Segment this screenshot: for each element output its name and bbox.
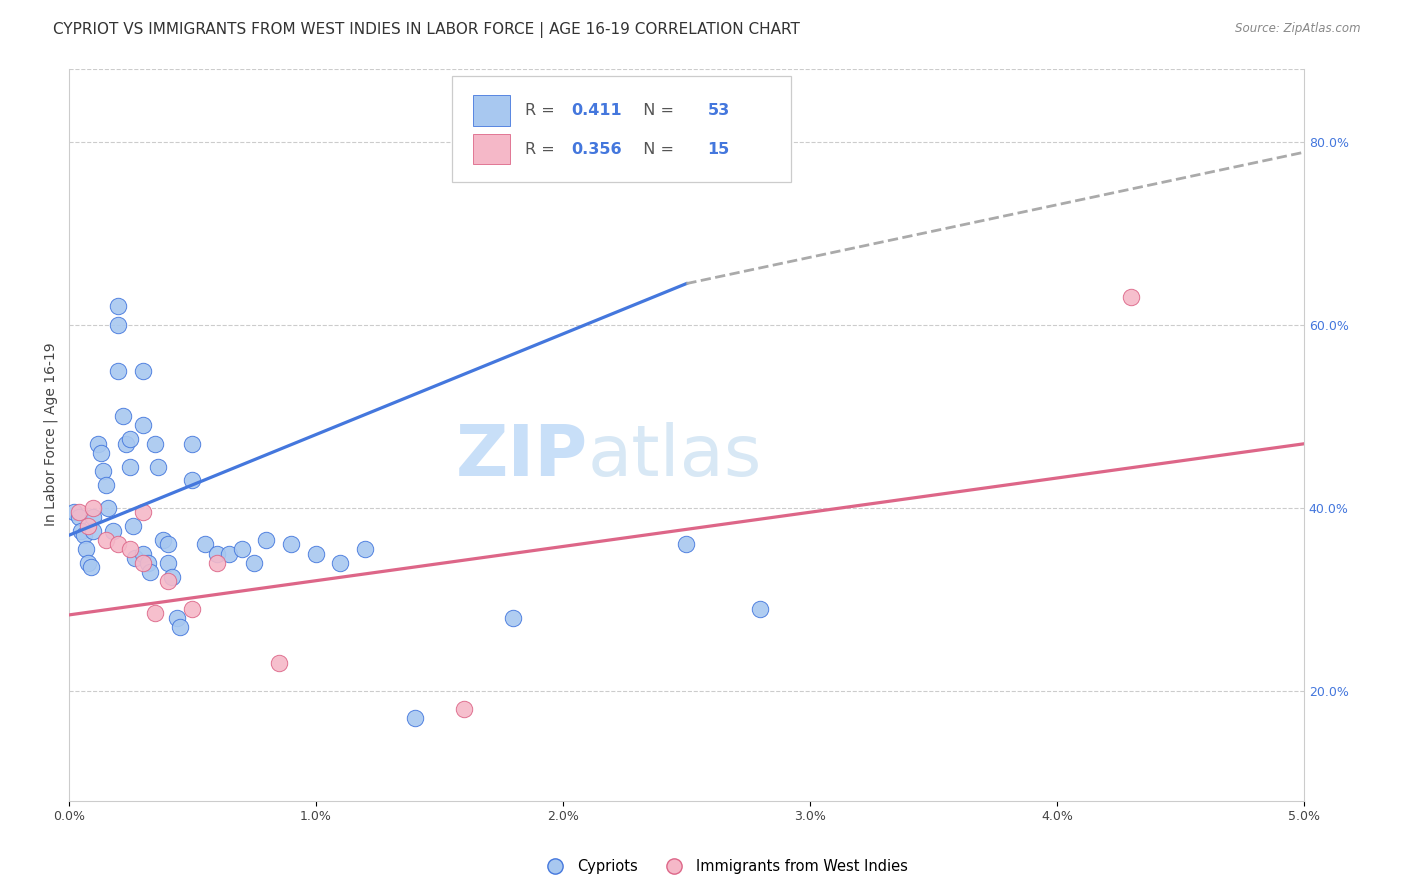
Point: [67, 510, 90, 524]
Point: [122, 519, 145, 533]
Point: [120, 542, 142, 557]
Point: [254, 533, 277, 547]
Point: [305, 547, 328, 561]
Point: [70, 524, 93, 538]
Point: [156, 574, 179, 588]
Point: [502, 610, 524, 624]
Text: N =: N =: [633, 142, 679, 157]
Text: 15: 15: [707, 142, 730, 157]
Point: [132, 363, 155, 377]
Point: [103, 524, 125, 538]
Point: [132, 556, 155, 570]
Point: [267, 657, 290, 671]
Point: [107, 318, 129, 332]
Text: 53: 53: [707, 103, 730, 118]
Text: R =: R =: [524, 103, 560, 118]
Point: [77, 556, 100, 570]
Point: [143, 437, 166, 451]
Point: [120, 432, 142, 446]
Point: [82, 510, 104, 524]
Point: [90, 446, 112, 460]
Point: [675, 537, 697, 551]
Point: [67, 505, 90, 519]
Point: [205, 556, 228, 570]
Point: [1119, 290, 1142, 304]
Point: [218, 547, 240, 561]
Point: [82, 500, 104, 515]
Point: [749, 601, 772, 615]
Text: Source: ZipAtlas.com: Source: ZipAtlas.com: [1236, 22, 1361, 36]
Point: [354, 542, 377, 557]
Point: [194, 537, 217, 551]
Point: [280, 537, 302, 551]
Text: N =: N =: [633, 103, 679, 118]
Point: [107, 363, 129, 377]
Point: [91, 464, 114, 478]
Text: 0.411: 0.411: [571, 103, 621, 118]
Point: [143, 606, 166, 620]
Point: [231, 542, 253, 557]
Point: [139, 565, 162, 579]
Point: [107, 537, 129, 551]
Text: 0.356: 0.356: [571, 142, 621, 157]
Text: ZIP: ZIP: [456, 422, 588, 491]
FancyBboxPatch shape: [451, 76, 792, 182]
Point: [72, 528, 94, 542]
Point: [77, 519, 100, 533]
Point: [124, 551, 146, 566]
Point: [62, 505, 84, 519]
Text: atlas: atlas: [588, 422, 762, 491]
Text: R =: R =: [524, 142, 560, 157]
Point: [329, 556, 352, 570]
Point: [205, 547, 228, 561]
FancyBboxPatch shape: [472, 95, 510, 126]
Point: [453, 702, 475, 716]
Y-axis label: In Labor Force | Age 16-19: In Labor Force | Age 16-19: [44, 343, 58, 526]
Point: [169, 620, 191, 634]
Point: [97, 500, 120, 515]
Point: [181, 601, 204, 615]
Point: [132, 547, 155, 561]
Point: [132, 505, 155, 519]
Point: [166, 610, 188, 624]
Point: [107, 300, 129, 314]
Point: [132, 418, 155, 433]
Point: [146, 459, 169, 474]
Point: [152, 533, 174, 547]
Point: [181, 474, 204, 488]
Point: [162, 569, 184, 583]
Point: [136, 556, 159, 570]
Point: [94, 533, 117, 547]
Point: [75, 542, 97, 557]
Point: [156, 556, 179, 570]
Point: [404, 711, 426, 725]
Point: [243, 556, 266, 570]
Point: [80, 560, 103, 574]
Text: CYPRIOT VS IMMIGRANTS FROM WEST INDIES IN LABOR FORCE | AGE 16-19 CORRELATION CH: CYPRIOT VS IMMIGRANTS FROM WEST INDIES I…: [53, 22, 800, 38]
Point: [120, 459, 142, 474]
Point: [156, 537, 179, 551]
Point: [87, 437, 110, 451]
Point: [82, 524, 104, 538]
FancyBboxPatch shape: [472, 134, 510, 164]
Point: [112, 409, 135, 424]
Point: [114, 437, 136, 451]
Legend: Cypriots, Immigrants from West Indies: Cypriots, Immigrants from West Indies: [534, 854, 914, 880]
Point: [94, 478, 117, 492]
Point: [181, 437, 204, 451]
